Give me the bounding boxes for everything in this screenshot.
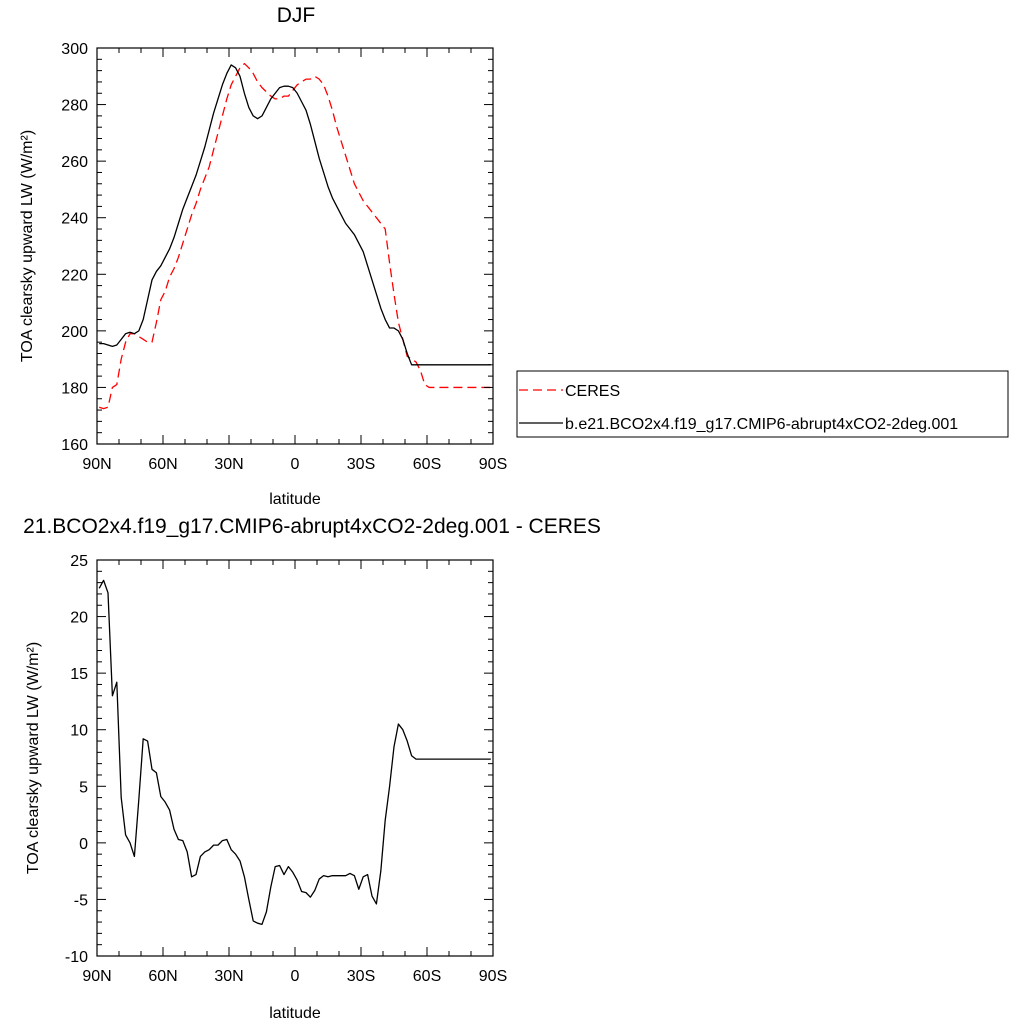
top-y-tick-label: 220 [61, 267, 88, 284]
bottom-x-tick-label: 60S [413, 968, 441, 985]
bottom-x-tick-label: 30N [214, 968, 243, 985]
bottom-y-tick-label: -10 [65, 949, 88, 966]
legend-label-ceres: CERES [565, 383, 620, 400]
bottom-x-tick-label: 30S [347, 968, 375, 985]
top-panel: DJF 160 180 200 220 240 260 280 300 90N 60N 30N 0 30… [19, 4, 1009, 508]
top-x-axis-label: latitude [269, 491, 321, 508]
top-chart-title: DJF [277, 4, 316, 27]
top-x-tick-label: 30S [347, 456, 375, 473]
bottom-x-tick-label: 90N [82, 968, 111, 985]
top-y-tick-label: 180 [61, 380, 88, 397]
bottom-series-group [98, 579, 491, 925]
bottom-y-tick-label: 10 [70, 723, 88, 740]
bottom-ticks-group: -10 -5 0 5 10 15 20 25 90N 60N 30N 0 30S 60S 90S [65, 553, 507, 985]
bottom-y-tick-label: 15 [70, 666, 88, 683]
top-y-tick-label: 200 [61, 324, 88, 341]
top-series-line-1 [99, 64, 491, 366]
legend: CERES b.e21.BCO2x4.f19_g17.CMIP6-abrupt4… [516, 370, 1009, 438]
bottom-y-axis-label: TOA clearsky upward LW (W/m²) [25, 642, 42, 874]
bottom-chart-title: 21.BCO2x4.f19_g17.CMIP6-abrupt4xCO2-2deg… [23, 515, 601, 538]
bottom-x-axis-label: latitude [269, 1005, 321, 1022]
bottom-plot-frame [96, 559, 494, 957]
legend-box [516, 370, 1009, 438]
bottom-y-tick-label: 25 [70, 553, 88, 570]
top-ticks-group: 160 180 200 220 240 260 280 300 90N 60N 30N 0 30S 60S… [61, 41, 507, 473]
bottom-x-tick-label: 90S [479, 968, 507, 985]
bottom-x-tick-label: 60N [148, 968, 177, 985]
top-x-tick-label: 30N [214, 456, 243, 473]
top-plot-frame [96, 47, 494, 445]
top-y-tick-label: 280 [61, 98, 88, 115]
bottom-series-line-0 [98, 579, 491, 925]
bottom-y-tick-label: 20 [70, 610, 88, 627]
top-series-line-0 [99, 62, 491, 410]
top-y-axis-label: TOA clearsky upward LW (W/m²) [19, 130, 36, 362]
bottom-panel: 21.BCO2x4.f19_g17.CMIP6-abrupt4xCO2-2deg… [23, 515, 601, 1022]
top-y-tick-label: 160 [61, 437, 88, 454]
top-y-tick-label: 240 [61, 211, 88, 228]
top-y-tick-label: 300 [61, 41, 88, 58]
top-x-tick-label: 60N [148, 456, 177, 473]
top-x-tick-label: 90S [479, 456, 507, 473]
bottom-x-tick-label: 0 [291, 968, 300, 985]
bottom-y-tick-label: 5 [79, 779, 88, 796]
legend-label-model: b.e21.BCO2x4.f19_g17.CMIP6-abrupt4xCO2-2… [565, 416, 958, 433]
top-series-group [99, 62, 491, 410]
bottom-y-tick-label: -5 [74, 892, 88, 909]
top-x-tick-label: 60S [413, 456, 441, 473]
bottom-y-tick-label: 0 [79, 836, 88, 853]
top-y-tick-label: 260 [61, 154, 88, 171]
top-x-tick-label: 90N [82, 456, 111, 473]
top-x-tick-label: 0 [291, 456, 300, 473]
